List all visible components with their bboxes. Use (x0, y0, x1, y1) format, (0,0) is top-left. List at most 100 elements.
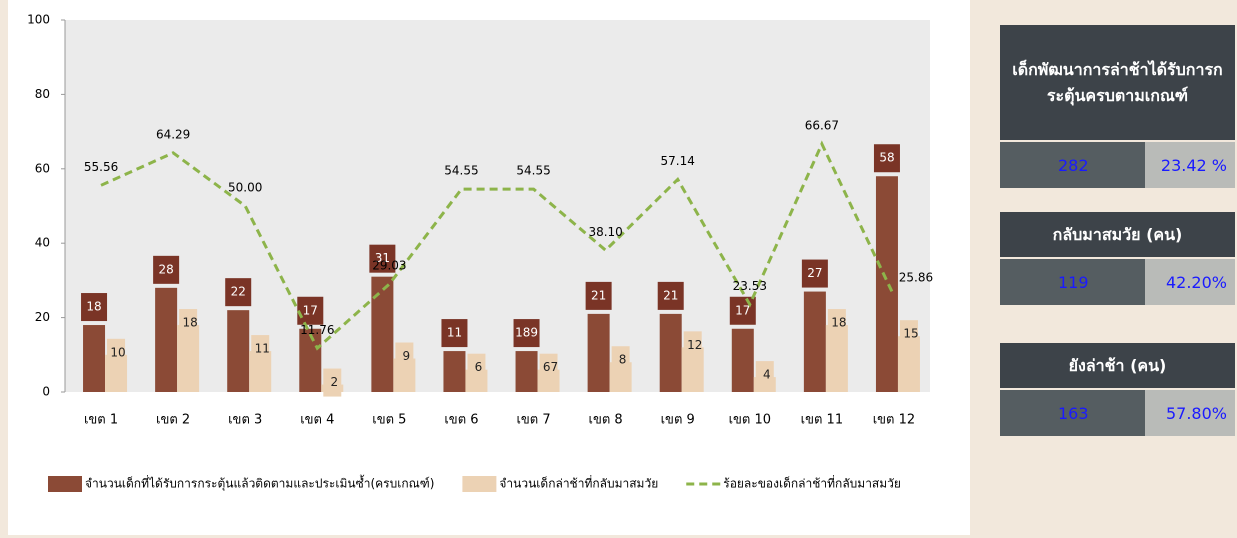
data-label: 23.53 (733, 279, 767, 293)
bar (659, 313, 682, 392)
x-tick-label: เขต 7 (516, 413, 550, 428)
data-label: 17 (303, 303, 318, 317)
data-label: 58 (879, 151, 894, 165)
x-tick-label: เขต 8 (589, 413, 623, 428)
data-label-box (827, 309, 846, 338)
bar (227, 310, 250, 392)
data-label-box (657, 281, 684, 310)
x-tick-label: เขต 3 (228, 413, 262, 428)
data-label-box (585, 281, 612, 310)
data-label: 29.03 (372, 259, 406, 273)
x-tick-label: เขต 11 (801, 413, 843, 428)
y-tick-label: 0 (42, 385, 50, 399)
x-tick-label: เขต 5 (372, 413, 406, 428)
data-label: 9 (403, 349, 411, 363)
bar (897, 336, 920, 392)
x-tick-label: เขต 9 (661, 413, 695, 428)
data-label-box (539, 353, 558, 382)
data-label: 11.76 (300, 323, 334, 337)
card: ยังล่าช้า (คน) 163 57.80% (1000, 343, 1235, 436)
bar (177, 325, 200, 392)
card-percent: 23.42 % (1145, 142, 1235, 188)
data-label-box (179, 309, 198, 338)
data-label: 4 (763, 368, 771, 382)
chart: 0 20 40 60 80 100 เขต 1 เขต 2 เขต 3 เขต 4 เขต 5 เขต… (8, 0, 970, 535)
data-label-box (225, 278, 252, 307)
data-label-box (801, 259, 828, 288)
data-label: 6 (475, 360, 483, 374)
data-label-box (395, 342, 414, 371)
card: เด็กพัฒนาการล่าช้าได้รับการกระตุ้นครบตาม… (1000, 25, 1235, 188)
data-label: 55.56 (84, 160, 118, 174)
line (100, 140, 896, 351)
bar (515, 351, 538, 392)
y-tick-label: 40 (35, 236, 50, 250)
data-label-box (441, 319, 468, 348)
data-label: 38.10 (588, 225, 622, 239)
bar (731, 328, 754, 392)
data-label: 22 (231, 285, 246, 299)
data-label-box (899, 320, 918, 349)
bar (803, 291, 826, 392)
data-label: 11 (255, 342, 270, 356)
data-label-box (297, 296, 324, 325)
data-label: 8 (619, 353, 627, 367)
bar (155, 287, 178, 392)
data-label: 15 (903, 327, 918, 341)
data-label-box (323, 368, 342, 397)
data-label: 10 (110, 345, 125, 359)
data-label-box (729, 296, 756, 325)
data-label: 54.55 (516, 164, 550, 178)
data-label: 66.67 (805, 118, 839, 132)
legend-swatch (462, 476, 497, 492)
card-title: กลับมาสมวัย (คน) (1000, 212, 1235, 257)
data-label-box (755, 361, 774, 390)
bar (83, 325, 106, 392)
bar (825, 325, 848, 392)
legend-label: จำนวนเด็กล่าช้าที่กลับมาสมวัย (499, 475, 658, 491)
data-label: 17 (735, 303, 750, 317)
data-label-box (513, 319, 540, 348)
data-label: 21 (663, 288, 678, 302)
data-label-box (873, 144, 900, 173)
legend-label: จำนวนเด็กที่ได้รับการกระตุ้นแล้วติดตามแล… (85, 475, 434, 492)
data-label-box (611, 346, 630, 375)
data-label: 27 (807, 266, 822, 280)
data-label: 54.55 (444, 164, 478, 178)
card-count: 163 (1000, 390, 1145, 436)
legend-swatch (48, 476, 82, 492)
bar (875, 176, 898, 392)
data-label: 18 (86, 300, 101, 314)
data-label: 12 (687, 338, 702, 352)
y-tick-label: 60 (35, 161, 50, 175)
card-title: ยังล่าช้า (คน) (1000, 343, 1235, 388)
x-tick-label: เขต 4 (300, 413, 334, 428)
card-percent: 42.20% (1145, 259, 1235, 305)
data-label-box (369, 244, 396, 273)
bar (443, 351, 466, 392)
y-tick-label: 20 (35, 310, 50, 324)
y-tick-label: 100 (27, 13, 50, 27)
plot-area (65, 20, 930, 392)
bar (371, 276, 394, 392)
data-label-box (467, 353, 486, 382)
card-title: เด็กพัฒนาการล่าช้าได้รับการกระตุ้นครบตาม… (1000, 25, 1235, 140)
bar (587, 313, 610, 392)
data-label-box (107, 338, 126, 367)
data-label: 25.86 (899, 270, 933, 284)
data-label: 57.14 (661, 154, 695, 168)
data-label: 18 (831, 316, 846, 330)
data-label: 50.00 (228, 181, 262, 195)
x-tick-label: เขต 2 (156, 413, 190, 428)
y-tick-label: 80 (35, 87, 50, 101)
card: กลับมาสมวัย (คน) 119 42.20% (1000, 212, 1235, 305)
x-tick-label: เขต 6 (444, 413, 478, 428)
x-tick-label: เขต 10 (729, 413, 771, 428)
data-label-box (81, 293, 108, 322)
data-label: 189 (515, 326, 538, 340)
card-percent: 57.80% (1145, 390, 1235, 436)
data-label: 21 (591, 288, 606, 302)
x-tick-label: เขต 1 (84, 413, 118, 428)
data-label-box (153, 255, 180, 284)
